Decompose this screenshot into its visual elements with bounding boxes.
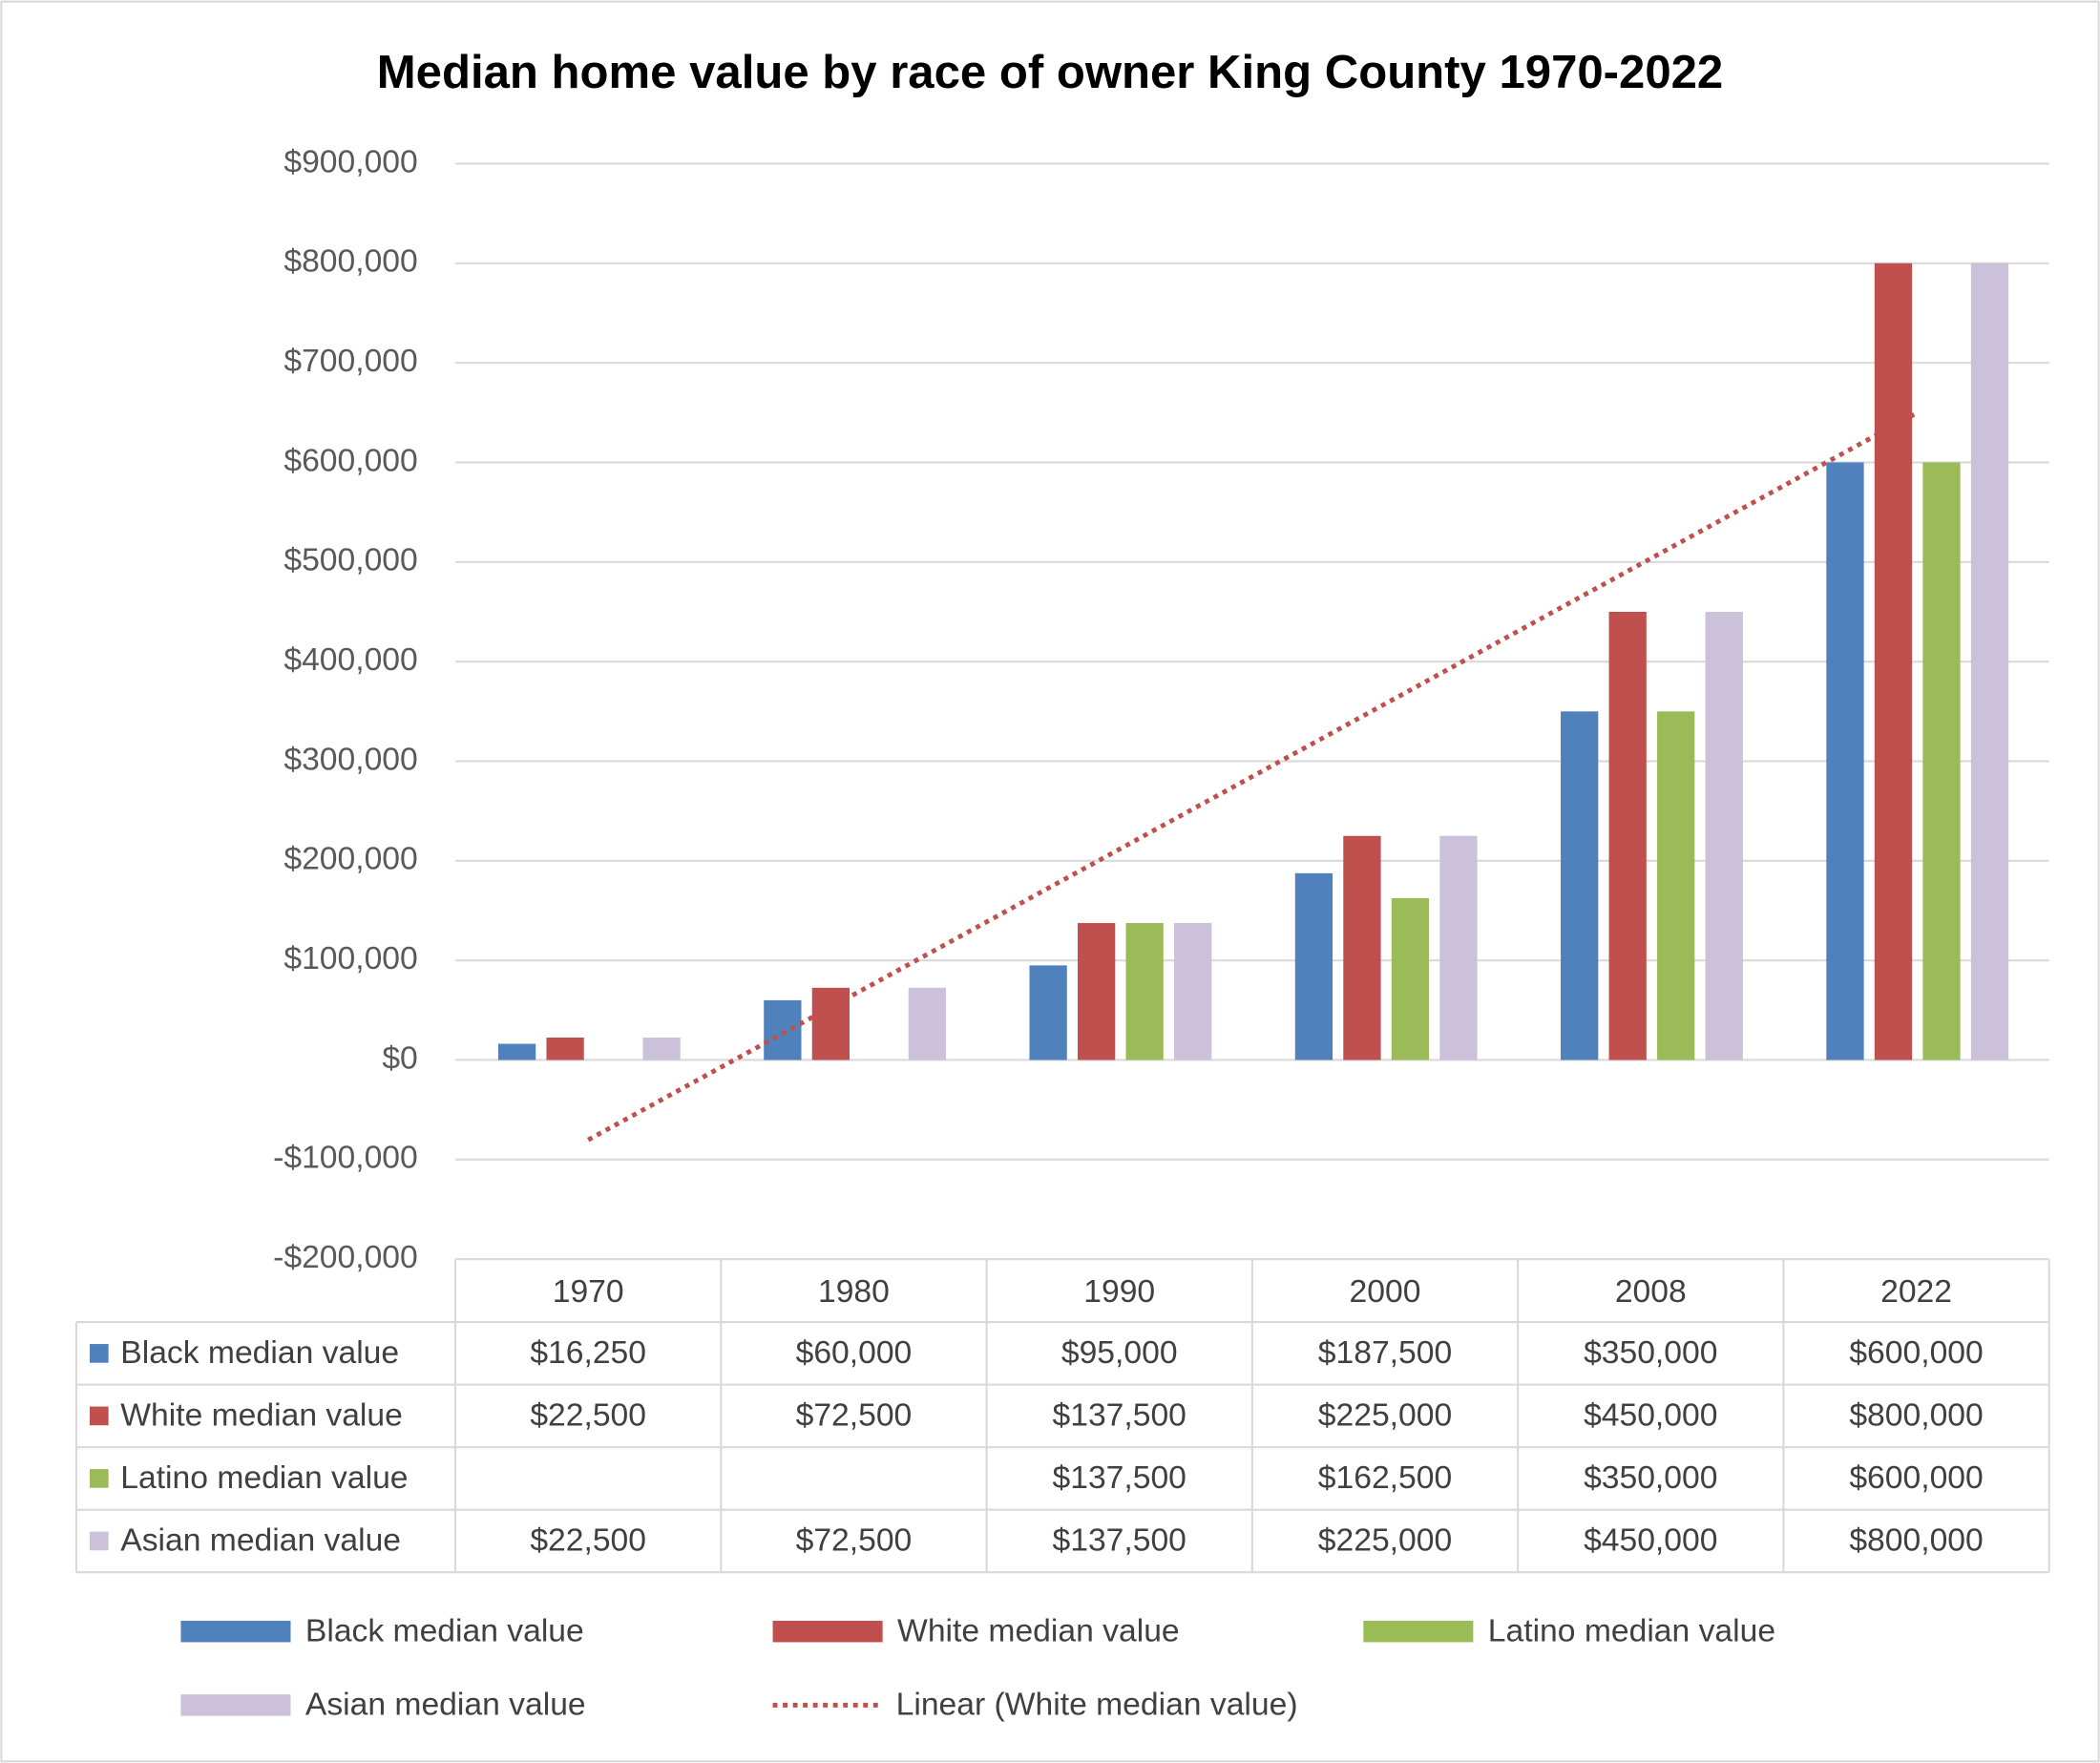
plot: -$200,000 -$100,000 $0 $100,000 $200,000 $300… (74, 144, 2050, 1723)
table-legend-key (90, 1344, 109, 1363)
table-cell: $600,000 (1849, 1460, 1983, 1496)
table-cell: $16,250 (530, 1335, 646, 1371)
y-tick-label: -$200,000 (273, 1240, 418, 1275)
bar (1657, 711, 1695, 1060)
table-cell: $600,000 (1849, 1335, 1983, 1371)
table-cell: $22,500 (530, 1398, 646, 1434)
table-row-label: Black median value (120, 1335, 399, 1371)
bar (1125, 923, 1164, 1060)
table-row-label: Asian median value (120, 1523, 401, 1559)
legend-label: Black median value (305, 1614, 584, 1649)
table-cell: $72,500 (796, 1523, 913, 1559)
bar (1343, 835, 1381, 1060)
table-cell: $137,500 (1053, 1398, 1186, 1434)
y-tick-label: $600,000 (284, 443, 417, 478)
bar (811, 987, 850, 1060)
table-legend-key (90, 1406, 109, 1426)
bar (1029, 965, 1067, 1060)
y-tick-label: $800,000 (284, 244, 417, 280)
y-tick-label: $100,000 (284, 941, 417, 976)
x-tick-label: 2022 (1880, 1274, 1952, 1310)
legend-swatch (180, 1694, 291, 1716)
y-tick-label: $700,000 (284, 344, 417, 379)
bar (1294, 872, 1334, 1060)
legend-label: White median value (897, 1614, 1180, 1649)
bar (1970, 262, 2009, 1060)
table-cell: $162,500 (1318, 1460, 1452, 1496)
table-cell: $72,500 (796, 1398, 913, 1434)
bar (1922, 462, 1961, 1060)
table-cell: $187,500 (1318, 1335, 1452, 1371)
bar (1174, 923, 1212, 1060)
bar (1439, 835, 1478, 1060)
x-tick-label: 1990 (1083, 1274, 1155, 1310)
y-tick-label: -$100,000 (273, 1141, 418, 1176)
y-tick-label: $900,000 (284, 144, 417, 179)
bar (1391, 897, 1430, 1060)
table-cell: $60,000 (796, 1335, 913, 1371)
x-tick-label: 2000 (1350, 1274, 1421, 1310)
legend-swatch (1363, 1620, 1474, 1643)
y-tick-label: $400,000 (284, 642, 417, 678)
y-tick-label: $200,000 (284, 842, 417, 877)
bar (546, 1038, 584, 1060)
table-cell: $450,000 (1584, 1523, 1717, 1559)
table-cell: $225,000 (1318, 1398, 1452, 1434)
table-cell: $137,500 (1053, 1460, 1186, 1496)
table-cell: $450,000 (1584, 1398, 1717, 1434)
y-tick-label: $500,000 (284, 543, 417, 578)
bar (1826, 462, 1864, 1060)
bar (1561, 711, 1599, 1060)
y-tick-label: $0 (382, 1040, 417, 1076)
table-cell: $22,500 (530, 1523, 646, 1559)
table-legend-key (90, 1531, 109, 1551)
table-cell: $137,500 (1053, 1523, 1186, 1559)
legend-swatch (180, 1620, 291, 1643)
legend-label: Linear (White median value) (896, 1688, 1298, 1723)
bar (1874, 262, 1913, 1060)
legend-label: Asian median value (305, 1688, 586, 1723)
table-cell: $95,000 (1061, 1335, 1178, 1371)
table-cell: $800,000 (1849, 1523, 1983, 1559)
table-row-label: Latino median value (120, 1460, 408, 1496)
x-tick-label: 1970 (553, 1274, 624, 1310)
legend-label: Latino median value (1488, 1614, 1775, 1649)
trendline (586, 410, 1918, 1143)
table-cell: $350,000 (1584, 1460, 1717, 1496)
y-tick-label: $300,000 (284, 742, 417, 777)
table-row-label: White median value (120, 1398, 403, 1434)
table-cell: $225,000 (1318, 1523, 1452, 1559)
x-tick-label: 1980 (818, 1274, 890, 1310)
table-legend-key (90, 1469, 109, 1488)
table-cell: $800,000 (1849, 1398, 1983, 1434)
x-tick-label: 2008 (1615, 1274, 1687, 1310)
table-cell: $350,000 (1584, 1335, 1717, 1371)
bar (1077, 923, 1116, 1060)
chart-title: Median home value by race of owner King … (377, 47, 1724, 98)
bar (1705, 611, 1743, 1060)
bar (1608, 611, 1647, 1060)
bar (497, 1043, 536, 1060)
bar (764, 999, 802, 1060)
legend-swatch (772, 1620, 883, 1643)
bar (908, 987, 947, 1060)
bar (642, 1038, 681, 1060)
